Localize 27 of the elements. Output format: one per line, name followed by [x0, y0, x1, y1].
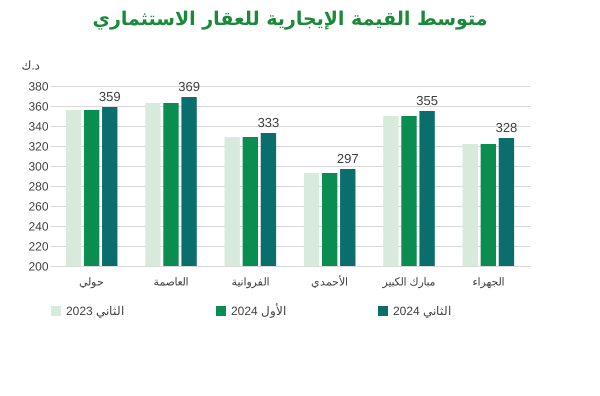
x-tick-label: الأحمدي	[311, 274, 348, 288]
x-tick-label: الفروانية	[231, 276, 270, 288]
data-label: 297	[336, 151, 359, 166]
y-axis-title: د.ك	[21, 58, 40, 72]
x-tick-label: العاصمة	[153, 276, 188, 288]
chart-title: متوسط القيمة الإيجارية للعقار الاستثماري	[92, 8, 488, 30]
y-tick-label: 220	[28, 240, 49, 254]
y-tick-label: 380	[28, 80, 49, 94]
data-label: 369	[178, 79, 200, 94]
x-tick-label: الجهراء	[472, 276, 504, 288]
data-label: 333	[258, 115, 280, 130]
legend-label: الثاني 2024	[393, 304, 452, 318]
legend-label: الثاني 2023	[66, 304, 124, 318]
legend-label: الأول 2024	[231, 303, 286, 318]
x-tick-label: مبارك الكبير	[381, 276, 436, 288]
data-label: 328	[496, 120, 518, 135]
y-tick-label: 360	[28, 100, 49, 114]
y-tick-label: 340	[28, 120, 49, 134]
x-tick-label: حولي	[79, 276, 104, 288]
y-tick-label: 300	[28, 160, 49, 174]
data-label: 355	[416, 93, 438, 108]
y-tick-label: 280	[28, 180, 49, 194]
y-tick-label: 200	[28, 260, 49, 274]
y-tick-label: 260	[28, 200, 49, 214]
y-tick-label: 320	[28, 140, 49, 154]
data-label: 359	[98, 89, 121, 104]
y-tick-label: 240	[28, 220, 49, 234]
